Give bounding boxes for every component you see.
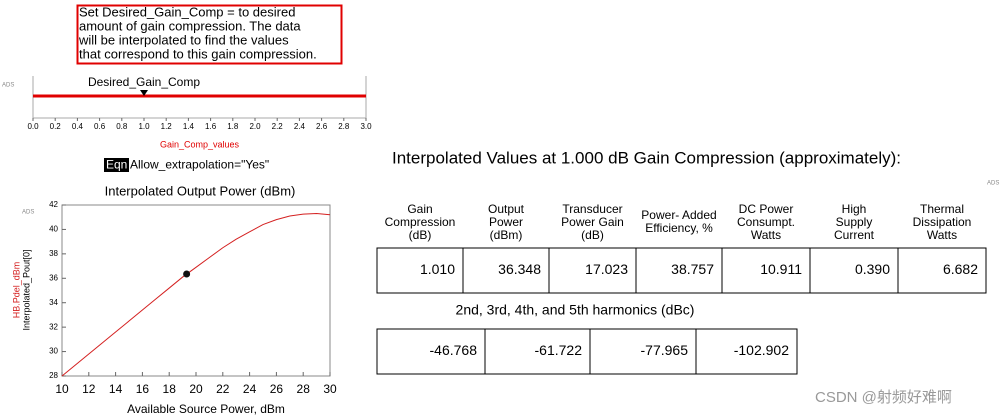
ads-tag: ADS <box>2 83 14 89</box>
x-tick-label: 30 <box>323 382 337 396</box>
table1-header: Watts <box>751 228 781 242</box>
watermark: CSDN @射频好难啊 <box>815 389 952 406</box>
table1-header: Supply <box>836 215 873 229</box>
x-tick-label: 2.2 <box>272 122 284 131</box>
x-tick-label: 1.6 <box>205 122 217 131</box>
heading: Interpolated Values at 1.000 dB Gain Com… <box>392 148 901 167</box>
x-tick-label: 18 <box>163 382 177 396</box>
y-axis-label: Interpolated_Pout[0] <box>21 249 31 330</box>
table1-header: Output <box>488 202 525 216</box>
plot-frame <box>61 204 331 377</box>
table1-header: Power- Added <box>641 208 716 222</box>
x-tick-label: 10 <box>55 382 69 396</box>
note-line: Set Desired_Gain_Comp = to desired <box>79 4 295 19</box>
y-tick-label: 34 <box>49 298 58 307</box>
table1-header: Thermal <box>920 202 964 216</box>
table1-header: Gain <box>407 202 432 216</box>
x-axis-label: Gain_Comp_values <box>160 139 240 149</box>
y-tick-label: 30 <box>49 347 58 356</box>
table1-header: Current <box>834 228 875 242</box>
eqn-tag: Eqn <box>106 158 127 172</box>
x-tick-label: 12 <box>82 382 96 396</box>
eqn-tag-bg <box>104 158 129 172</box>
x-tick-label: 1.2 <box>161 122 173 131</box>
y-tick-label: 38 <box>49 249 58 258</box>
x-tick-label: 1.4 <box>183 122 195 131</box>
x-tick-label: 24 <box>243 382 257 396</box>
x-tick-label: 0.4 <box>72 122 84 131</box>
table1-header: (dBm) <box>490 228 523 242</box>
ads-tag: ADS <box>987 181 999 187</box>
table1-value: 36.348 <box>498 261 541 277</box>
x-tick-label: 2.6 <box>316 122 328 131</box>
table1-header: Watts <box>927 228 957 242</box>
table1-header: (dB) <box>581 228 604 242</box>
x-tick-label: 14 <box>109 382 123 396</box>
x-tick-label: 28 <box>297 382 311 396</box>
table1-header: DC Power <box>739 202 794 216</box>
table1-header: Consumpt. <box>737 215 795 229</box>
table1-header: High <box>842 202 867 216</box>
x-tick-label: 0.0 <box>27 122 39 131</box>
table1-cell <box>897 247 987 294</box>
eqn-text: Allow_extrapolation="Yes" <box>130 158 269 172</box>
table-caption: 2nd, 3rd, 4th, and 5th harmonics (dBc) <box>456 302 695 318</box>
note-line: will be interpolated to find the values <box>78 32 289 47</box>
x-tick-label: 1.8 <box>227 122 239 131</box>
ads-tag: ADS <box>22 210 34 216</box>
data-line <box>61 213 331 377</box>
y-tick-label: 28 <box>49 371 58 380</box>
note-line: amount of gain compression. The data <box>79 18 301 33</box>
x-tick-label: 0.2 <box>50 122 62 131</box>
table1-value: 17.023 <box>585 261 628 277</box>
marker-label: Desired_Gain_Comp <box>88 75 200 89</box>
x-tick-label: 1.0 <box>138 122 150 131</box>
table2-value: -61.722 <box>535 342 583 358</box>
x-tick-label: 3.0 <box>360 122 372 131</box>
marker <box>183 270 191 278</box>
y-axis-label: HB.Pdel_dBm <box>11 262 21 319</box>
table2-cell <box>695 328 798 375</box>
x-tick-label: 0.8 <box>116 122 128 131</box>
table1-header: (dB) <box>409 228 432 242</box>
table2-value: -77.965 <box>641 342 689 358</box>
table1-header: Power Gain <box>561 215 624 229</box>
chart-title: Interpolated Output Power (dBm) <box>105 183 296 198</box>
table1-value: 0.390 <box>855 261 890 277</box>
table1-value: 6.682 <box>943 261 978 277</box>
x-tick-label: 20 <box>189 382 203 396</box>
table1-value: 10.911 <box>760 261 802 277</box>
table1-value: 38.757 <box>671 261 714 277</box>
x-tick-label: 16 <box>136 382 150 396</box>
x-tick-label: 26 <box>270 382 284 396</box>
marker <box>140 90 148 96</box>
y-tick-label: 36 <box>49 273 58 282</box>
x-axis-label: Available Source Power, dBm <box>127 402 285 416</box>
note-box <box>76 4 343 65</box>
note-line: that correspond to this gain compression… <box>79 46 317 61</box>
x-tick-label: 2.4 <box>294 122 306 131</box>
y-tick-label: 32 <box>49 322 58 331</box>
table1-value: 1.010 <box>420 261 455 277</box>
x-tick-label: 2.0 <box>249 122 261 131</box>
table1-header: Power <box>489 215 523 229</box>
x-tick-label: 22 <box>216 382 230 396</box>
table1-header: Dissipation <box>913 215 972 229</box>
table2-value: -102.902 <box>734 342 789 358</box>
x-tick-label: 2.8 <box>338 122 350 131</box>
table1-header: Efficiency, % <box>645 221 713 235</box>
table2-value: -46.768 <box>430 342 478 358</box>
table1-header: Transducer <box>562 202 622 216</box>
table1-header: Compression <box>385 215 456 229</box>
y-tick-label: 40 <box>49 225 58 234</box>
x-tick-label: 0.6 <box>94 122 106 131</box>
y-tick-label: 42 <box>49 200 58 209</box>
